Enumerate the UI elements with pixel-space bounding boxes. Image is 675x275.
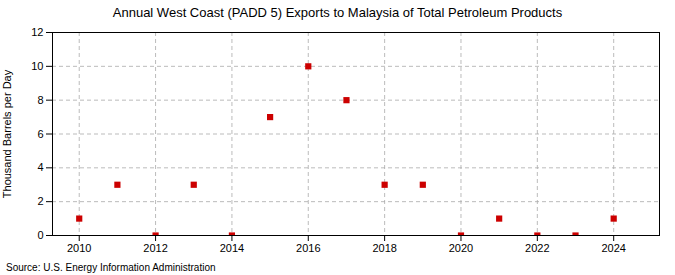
- svg-text:8: 8: [37, 94, 43, 106]
- svg-text:2020: 2020: [449, 242, 473, 254]
- svg-text:2016: 2016: [296, 242, 320, 254]
- svg-text:2: 2: [37, 195, 43, 207]
- svg-text:10: 10: [31, 60, 43, 72]
- svg-text:2010: 2010: [67, 242, 91, 254]
- svg-text:12: 12: [31, 26, 43, 38]
- svg-text:2024: 2024: [601, 242, 625, 254]
- svg-text:2014: 2014: [220, 242, 244, 254]
- html-text:Annual West Coast (PADD 5) Exp: Annual West Coast (PADD 5) Exports to Ma…: [112, 5, 563, 20]
- html-text:Source: U.S. Energy Informatio: Source: U.S. Energy Information Administ…: [6, 262, 216, 273]
- svg-text:0: 0: [37, 229, 43, 241]
- svg-text:6: 6: [37, 128, 43, 140]
- svg-text:2012: 2012: [143, 242, 167, 254]
- svg-text:4: 4: [37, 161, 43, 173]
- svg-text:Thousand Barrels per Day: Thousand Barrels per Day: [1, 69, 13, 198]
- svg-text:2022: 2022: [525, 242, 549, 254]
- svg-text:2018: 2018: [372, 242, 396, 254]
